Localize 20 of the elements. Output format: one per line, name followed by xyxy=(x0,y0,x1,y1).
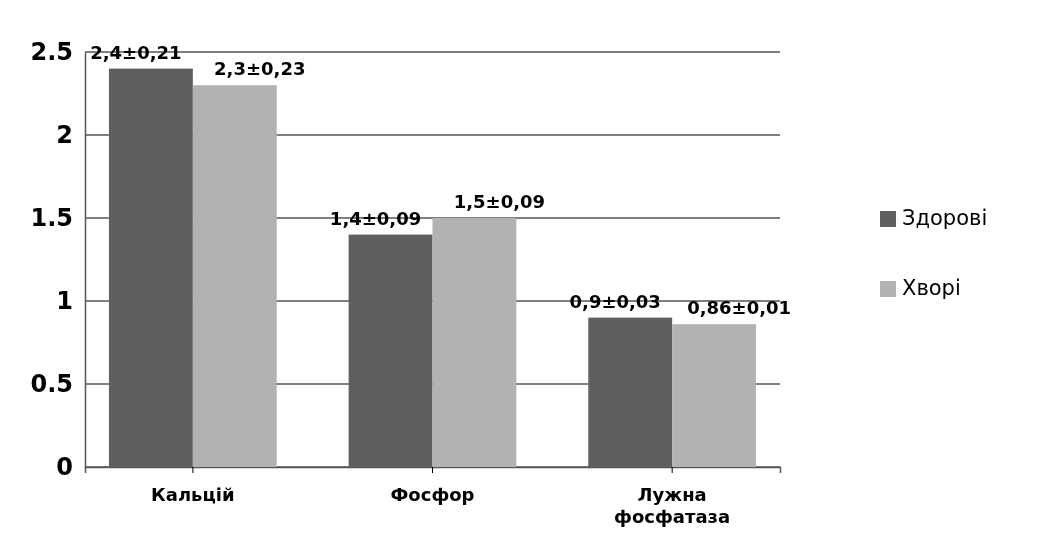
data-label: 1,5±0,09 xyxy=(453,191,546,212)
y-tick-label: 2.5 xyxy=(30,38,73,67)
data-label: 2,3±0,23 xyxy=(214,58,306,80)
y-tick-label: 0 xyxy=(56,453,73,482)
bar xyxy=(672,324,757,467)
y-tick-label: 1.5 xyxy=(30,204,73,233)
x-tick-label: Фосфор xyxy=(390,484,475,506)
data-label: 1,4±0,09 xyxy=(329,207,422,229)
data-label: 0,9±0,03 xyxy=(569,290,661,312)
x-tick-label: Лужна фосфатаза xyxy=(614,484,731,527)
y-tick-label: 0.5 xyxy=(30,370,73,399)
data-label: 0,86±0,01 xyxy=(687,297,792,319)
data-label: 2,4±0,21 xyxy=(90,41,182,63)
x-tick-label: Кальцій xyxy=(151,484,235,506)
bar xyxy=(432,218,517,467)
y-tick-label: 1 xyxy=(56,287,73,316)
legend-label: Хворі xyxy=(902,276,961,300)
bar xyxy=(192,85,277,467)
y-tick-label: 2 xyxy=(56,121,73,150)
legend-label: Здорові xyxy=(902,206,988,230)
